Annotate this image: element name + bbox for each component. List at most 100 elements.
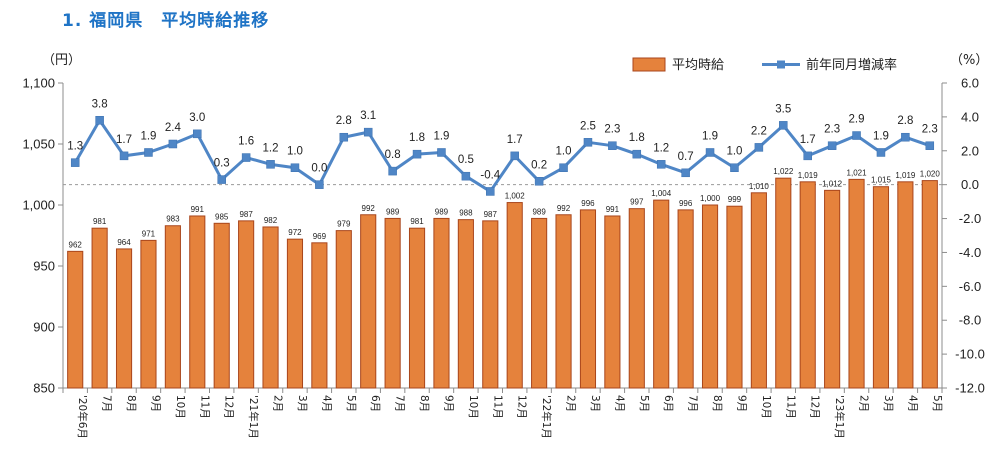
growth-value-label: 1.6 <box>238 136 254 148</box>
x-tick-label: 3月 <box>296 395 308 412</box>
bar-value-label: 981 <box>93 217 107 226</box>
growth-value-label: 2.8 <box>336 115 352 127</box>
growth-marker <box>193 129 202 139</box>
y-right-tick-label: 2.0 <box>961 143 979 158</box>
y-left-tick-label: 900 <box>33 320 55 335</box>
x-tick-label: 6月 <box>662 395 674 412</box>
x-tick-label: '23年1月 <box>833 395 846 439</box>
bar <box>701 204 719 389</box>
bar <box>457 219 474 389</box>
growth-marker <box>559 163 568 172</box>
x-tick-label: 12月 <box>516 395 528 419</box>
growth-marker <box>827 141 837 150</box>
bar <box>335 230 352 389</box>
bar-value-label: 989 <box>532 207 546 216</box>
bar-value-label: 989 <box>386 207 400 216</box>
bar-value-label: 1,000 <box>700 194 721 203</box>
bar-value-label: 1,015 <box>871 176 892 185</box>
bar-value-label: 996 <box>581 199 595 208</box>
y-left-tick-label: 950 <box>33 259 55 274</box>
growth-value-label: 3.0 <box>189 112 205 124</box>
growth-value-label: 0.7 <box>678 151 694 163</box>
growth-value-label: 0.8 <box>385 149 401 161</box>
bar <box>360 214 377 389</box>
bar <box>604 215 621 389</box>
x-tick-label: 12月 <box>809 395 821 419</box>
y-right-tick-label: 0.0 <box>961 177 979 192</box>
x-tick-label: 5月 <box>638 395 650 412</box>
bar-value-label: 988 <box>459 209 473 218</box>
growth-value-label: 1.9 <box>433 130 449 142</box>
x-tick-label: 5月 <box>345 395 357 412</box>
growth-value-label: 2.3 <box>824 124 840 136</box>
x-tick-label: 10月 <box>174 395 186 419</box>
growth-marker <box>241 153 251 162</box>
bar <box>750 192 767 389</box>
legend-line-label: 前年同月増減率 <box>806 57 897 73</box>
growth-value-label: 1.8 <box>409 132 425 144</box>
growth-value-label: 2.4 <box>165 122 182 134</box>
growth-value-label: 1.9 <box>873 130 889 142</box>
bar <box>189 215 206 389</box>
growth-value-label: 1.0 <box>556 146 572 158</box>
bar-value-label: 985 <box>215 212 229 221</box>
legend-bar-swatch <box>632 57 666 72</box>
x-tick-label: 2月 <box>858 395 870 412</box>
growth-marker <box>925 141 935 150</box>
x-tick-label: 12月 <box>223 395 235 419</box>
x-tick-label: 2月 <box>565 395 577 412</box>
growth-marker <box>681 168 690 178</box>
x-tick-label: 4月 <box>906 395 918 412</box>
bar-value-label: 981 <box>410 217 424 226</box>
x-tick-label: 7月 <box>101 395 113 412</box>
growth-marker <box>266 160 275 169</box>
growth-marker <box>803 151 812 161</box>
bar <box>506 202 523 389</box>
growth-marker <box>217 175 226 184</box>
bar-value-label: 1,020 <box>920 170 941 179</box>
bar-value-label: 987 <box>484 210 498 219</box>
growth-value-label: 1.7 <box>507 134 523 146</box>
x-tick-label: 11月 <box>198 395 210 419</box>
growth-value-label: 2.9 <box>849 114 865 126</box>
growth-marker <box>705 148 715 157</box>
growth-value-label: 1.8 <box>629 132 645 144</box>
bar-value-label: 972 <box>288 228 302 237</box>
y-right-tick-label: -6.0 <box>959 279 981 294</box>
bar <box>115 248 133 389</box>
bars <box>67 177 938 389</box>
bar-value-label: 1,004 <box>651 189 672 198</box>
growth-value-label: 3.8 <box>92 98 108 110</box>
y-right-tick-label: -2.0 <box>959 211 981 226</box>
x-tick-label: 10月 <box>760 395 772 419</box>
bar <box>824 189 841 389</box>
bar <box>140 239 157 389</box>
x-tick-label: 9月 <box>149 395 161 412</box>
growth-value-label: -0.4 <box>480 169 500 181</box>
legend-line-marker <box>777 60 785 69</box>
bar <box>555 214 572 389</box>
bar-value-label: 1,010 <box>749 182 770 191</box>
bar <box>628 208 645 389</box>
growth-marker <box>461 171 471 181</box>
x-tick-label: '22年1月 <box>540 395 553 439</box>
growth-marker <box>656 160 666 169</box>
y-right-tick-label: -8.0 <box>959 313 981 328</box>
growth-marker <box>486 187 495 196</box>
bar <box>408 227 426 389</box>
x-tick-label: 3月 <box>882 395 894 412</box>
growth-value-label: 1.3 <box>67 141 83 153</box>
bar-value-label: 964 <box>117 238 131 247</box>
bar <box>848 178 865 389</box>
growth-marker <box>144 148 153 157</box>
bar <box>799 181 816 389</box>
bar-value-label: 989 <box>435 207 449 216</box>
growth-marker <box>95 116 104 125</box>
growth-marker <box>583 138 593 147</box>
y-right-tick-label: -10.0 <box>955 347 985 362</box>
x-tick-label: '20年6月 <box>76 395 89 439</box>
x-tick-label: 8月 <box>418 395 430 412</box>
growth-value-label: 1.2 <box>263 142 279 154</box>
y-right-tick-label: -4.0 <box>959 245 981 260</box>
